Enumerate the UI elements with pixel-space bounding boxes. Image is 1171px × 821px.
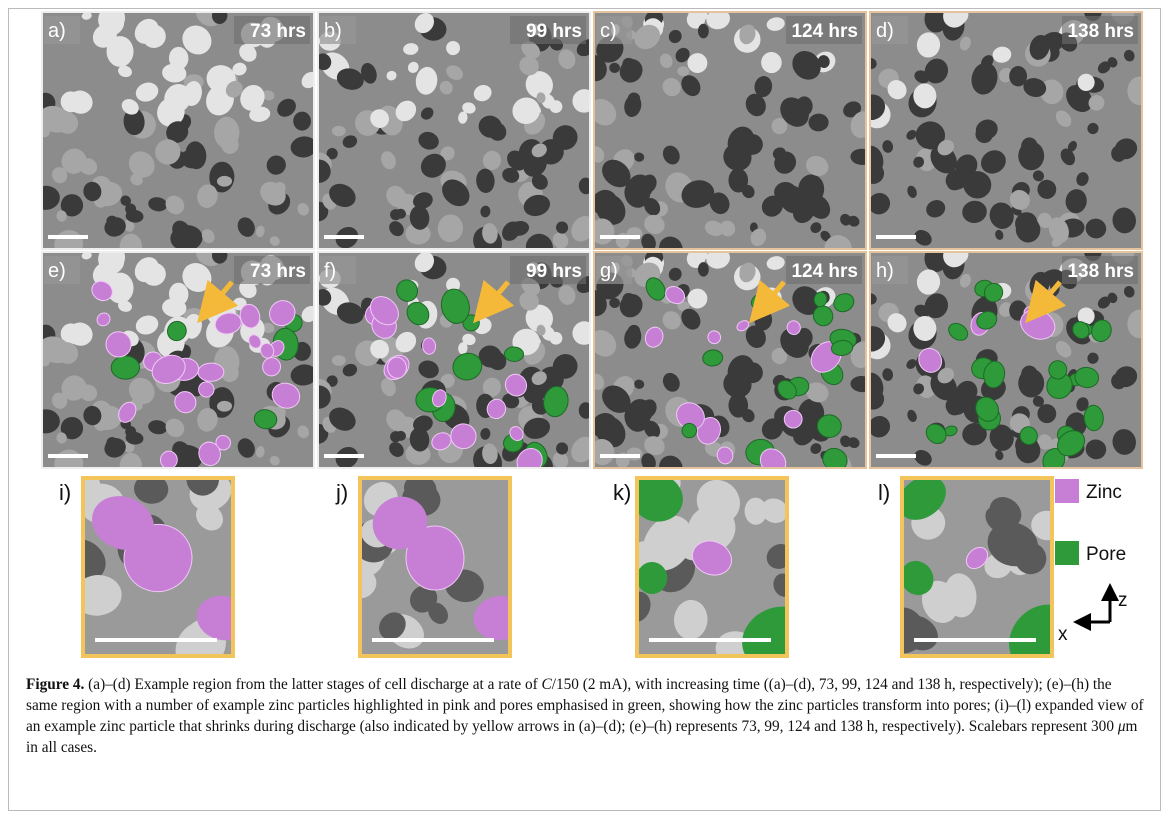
panel-label: c) <box>600 20 617 42</box>
page: {"panels": [ {"label": "a)", "time": "73… <box>0 0 1171 821</box>
image-panel: g) 124 hrs <box>576 242 877 484</box>
particle <box>698 262 709 277</box>
image-panel: f) 99 hrs <box>303 248 601 485</box>
time-label: 138 hrs <box>1067 21 1134 42</box>
scalebar <box>876 235 916 239</box>
scalebar <box>914 638 1036 642</box>
inset: j) <box>327 471 529 656</box>
particle <box>111 356 140 380</box>
panel-label: h) <box>876 260 894 282</box>
scalebar <box>324 235 364 239</box>
inset-label: i) <box>59 480 71 505</box>
scalebar <box>372 638 494 642</box>
image-panel: d) 138 hrs <box>854 0 1152 249</box>
legend-label: Zinc <box>1086 482 1122 503</box>
scalebar <box>600 454 640 458</box>
caption-text: C <box>542 676 552 693</box>
image-panel: b) 99 hrs <box>303 9 601 266</box>
image-panel: h) 138 hrs <box>854 238 1152 476</box>
axis-label: z <box>1118 590 1128 611</box>
scalebar <box>95 638 217 642</box>
caption-text: μ <box>1118 718 1126 735</box>
time-label: 99 hrs <box>526 21 582 42</box>
scalebar <box>324 454 364 458</box>
inset-label: k) <box>613 480 631 505</box>
caption: Figure 4. (a)–(d) Example region from th… <box>26 674 1146 758</box>
inset-label: l) <box>878 480 890 505</box>
scalebar <box>649 638 771 642</box>
image-panel: a) 73 hrs <box>31 0 321 263</box>
particle <box>198 363 224 382</box>
figure: Zinc Pore z x a)73 hrsb)99 hrsc)124 hrsd… <box>0 0 1171 670</box>
panel-label: e) <box>48 260 66 282</box>
panel-label: d) <box>876 20 894 42</box>
panel-label: f) <box>324 260 336 282</box>
particle <box>698 24 709 39</box>
image-panel: e) 73 hrs <box>31 237 321 482</box>
legend-label: Pore <box>1086 544 1126 565</box>
scalebar <box>48 454 88 458</box>
particle <box>1049 360 1067 379</box>
scalebar <box>876 454 916 458</box>
panel-label: g) <box>600 260 618 282</box>
micrograph <box>327 471 529 656</box>
panel-label: a) <box>48 20 66 42</box>
axis-label: x <box>1058 624 1068 645</box>
time-label: 124 hrs <box>791 21 858 42</box>
caption-text: (a)–(d) Example region from the latter s… <box>84 676 541 693</box>
caption-label: Figure 4. <box>26 676 84 693</box>
particle <box>293 112 311 131</box>
time-label: 73 hrs <box>250 21 306 42</box>
scalebar <box>48 235 88 239</box>
panel-label: b) <box>324 20 342 42</box>
inset: i) <box>53 459 254 670</box>
time-label: 73 hrs <box>250 261 306 282</box>
scalebar <box>600 235 640 239</box>
inset: k) <box>613 463 823 670</box>
time-label: 99 hrs <box>526 261 582 282</box>
time-label: 124 hrs <box>791 261 858 282</box>
inset-label: j) <box>335 480 348 505</box>
image-panel: c) 124 hrs <box>576 2 877 265</box>
time-label: 138 hrs <box>1067 261 1134 282</box>
particle <box>504 347 523 362</box>
micrograph <box>303 9 601 266</box>
legend-swatch <box>1055 479 1079 503</box>
legend-swatch <box>1055 541 1079 565</box>
